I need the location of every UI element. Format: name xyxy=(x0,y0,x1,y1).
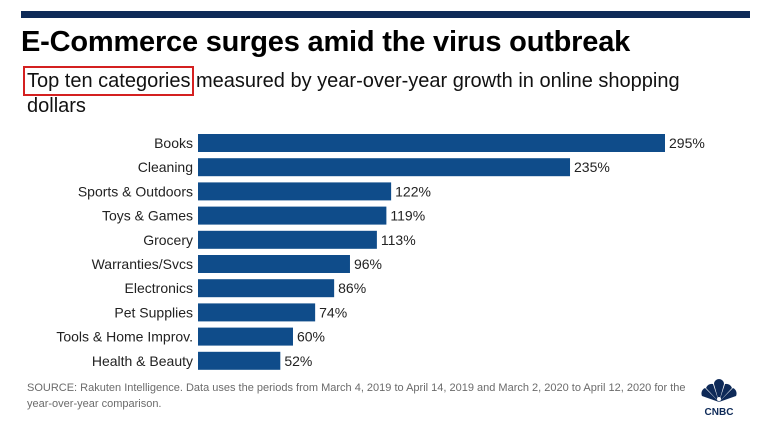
bar xyxy=(198,255,350,273)
subtitle-highlight: Top ten categories xyxy=(22,66,195,96)
value-label: 74% xyxy=(319,304,347,320)
value-label: 113% xyxy=(381,232,416,248)
category-label: Grocery xyxy=(143,232,193,248)
top-accent-rule xyxy=(21,11,750,18)
logo-wordmark: CNBC xyxy=(705,407,734,418)
bar xyxy=(198,134,665,152)
value-label: 52% xyxy=(284,353,312,369)
chart-subtitle: Top ten categories measured by year-over… xyxy=(22,66,717,119)
source-note: SOURCE: Rakuten Intelligence. Data uses … xyxy=(27,382,686,410)
category-label: Pet Supplies xyxy=(114,304,193,320)
bar xyxy=(198,230,377,249)
value-label: 86% xyxy=(338,280,366,296)
bar xyxy=(198,351,281,370)
bar xyxy=(198,327,293,346)
category-label: Cleaning xyxy=(138,159,193,175)
category-label: Electronics xyxy=(125,280,193,296)
value-label: 96% xyxy=(354,256,382,272)
bar xyxy=(198,303,316,322)
bar xyxy=(198,158,571,177)
category-label: Warranties/Svcs xyxy=(92,256,193,272)
value-label: 235% xyxy=(574,159,610,175)
bar-chart: Books 295% Cleaning 235% Sports & Outdoors 12… xyxy=(56,134,705,370)
value-label: 60% xyxy=(297,329,325,345)
category-label: Health & Beauty xyxy=(92,353,193,369)
cnbc-peacock-logo: CNBC xyxy=(701,379,737,418)
category-label: Toys & Games xyxy=(102,208,193,224)
value-label: 295% xyxy=(669,135,705,151)
category-label: Sports & Outdoors xyxy=(78,183,193,199)
bar xyxy=(198,182,392,201)
value-label: 122% xyxy=(395,183,431,199)
category-label: Books xyxy=(154,135,193,151)
value-label: 119% xyxy=(390,208,425,224)
bar xyxy=(198,206,387,225)
subtitle-rest: measured by year-over-year growth in onl… xyxy=(27,70,680,117)
bar xyxy=(198,279,335,298)
chart-title: E-Commerce surges amid the virus outbrea… xyxy=(21,26,631,58)
category-label: Tools & Home Improv. xyxy=(56,329,193,345)
peacock-feathers xyxy=(701,379,737,402)
